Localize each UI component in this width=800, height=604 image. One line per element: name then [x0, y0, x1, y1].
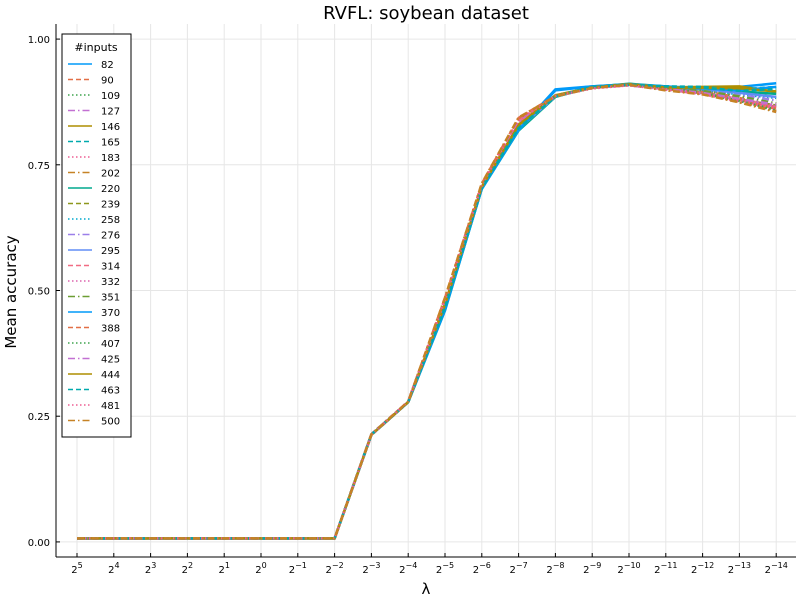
- legend-label: 258: [101, 215, 120, 226]
- series-line-463: [77, 83, 777, 540]
- x-tick-label: 2−12: [691, 561, 714, 576]
- series-line-332: [77, 83, 777, 540]
- series-line-90: [77, 82, 777, 540]
- series-line-388: [77, 83, 777, 540]
- x-tick-label: 2−8: [546, 561, 564, 576]
- legend-label: 407: [101, 339, 120, 350]
- series-line-146: [77, 83, 777, 540]
- legend-label: 295: [101, 246, 120, 257]
- series-line-295: [77, 83, 777, 540]
- x-tick-label: 2−9: [583, 561, 601, 576]
- x-tick-label: 23: [145, 561, 156, 576]
- x-tick-label: 2−1: [289, 561, 307, 576]
- x-tick-label: 2−14: [765, 561, 788, 576]
- series-line-276: [77, 83, 777, 540]
- series-line-425: [77, 84, 777, 540]
- x-tick-label: 2−3: [362, 561, 380, 576]
- legend-label: 481: [101, 401, 120, 412]
- legend-label: 314: [101, 262, 120, 273]
- series-line-109: [77, 83, 777, 540]
- y-tick-label: 0.50: [28, 287, 50, 298]
- y-axis-label: Mean accuracy: [2, 235, 20, 348]
- y-tick-label: 0.00: [28, 538, 50, 549]
- series-line-127: [77, 84, 777, 540]
- legend-box: [61, 33, 132, 438]
- x-tick-label: 2−5: [436, 561, 454, 576]
- legend-label: 165: [101, 138, 120, 149]
- legend-label: 332: [101, 277, 120, 288]
- x-tick-label: 2−2: [326, 561, 344, 576]
- legend-label: 500: [101, 417, 120, 428]
- legend-label: 109: [101, 91, 120, 102]
- legend-label: 388: [101, 324, 120, 335]
- series-line-183: [77, 84, 777, 540]
- series-line-370: [77, 83, 777, 540]
- x-tick-label: 21: [218, 561, 229, 576]
- series-line-314: [77, 84, 777, 540]
- series-line-351: [77, 83, 777, 540]
- legend-label: 90: [101, 76, 114, 87]
- x-tick-label: 20: [255, 561, 266, 576]
- legend-label: 220: [101, 184, 120, 195]
- x-tick-label: 24: [108, 561, 119, 576]
- legend-label: 202: [101, 169, 120, 180]
- legend-label: 370: [101, 308, 120, 319]
- x-tick-label: 25: [71, 561, 82, 576]
- x-tick-label: 2−10: [617, 561, 640, 576]
- x-tick-label: 2−7: [510, 561, 528, 576]
- y-tick-label: 0.75: [28, 161, 50, 172]
- y-tick-label: 1.00: [28, 35, 50, 46]
- series-line-444: [77, 83, 777, 540]
- series-line-500: [77, 83, 777, 540]
- legend: #inputs 82 90 109 127 146 165 183 202 220 239 258 2…: [61, 33, 132, 438]
- series-lines: [77, 82, 777, 540]
- chart-title: RVFL: soybean dataset: [323, 3, 529, 24]
- x-tick-label: 2−13: [728, 561, 751, 576]
- legend-label: 463: [101, 386, 120, 397]
- legend-label: 276: [101, 231, 120, 242]
- series-line-258: [77, 83, 777, 540]
- y-tick-label: 0.25: [28, 412, 50, 423]
- legend-label: 127: [101, 107, 120, 118]
- x-tick-label: 2−6: [473, 561, 491, 576]
- legend-label: 444: [101, 370, 120, 381]
- series-line-165: [77, 83, 777, 540]
- legend-label: 146: [101, 122, 120, 133]
- series-line-407: [77, 83, 777, 540]
- x-axis-label: λ: [422, 580, 431, 598]
- legend-label: 425: [101, 355, 120, 366]
- legend-label: 239: [101, 200, 120, 211]
- x-tick-label: 2−11: [654, 561, 677, 576]
- series-line-239: [77, 83, 777, 540]
- series-line-481: [77, 84, 777, 540]
- legend-title: #inputs: [74, 41, 118, 54]
- legend-label: 351: [101, 293, 120, 304]
- series-line-202: [77, 83, 777, 540]
- legend-label: 82: [101, 60, 114, 71]
- grid: [56, 24, 796, 557]
- legend-label: 183: [101, 153, 120, 164]
- x-tick-label: 2−4: [399, 561, 417, 576]
- series-line-82: [77, 82, 777, 540]
- series-line-220: [77, 82, 777, 540]
- x-tick-label: 22: [182, 561, 193, 576]
- tick-labels: 25 24 23 22 21 20 2−1 2−2 2−3 2−4 2−5 2−6 2−7 2−8 2−9 2…: [28, 35, 788, 576]
